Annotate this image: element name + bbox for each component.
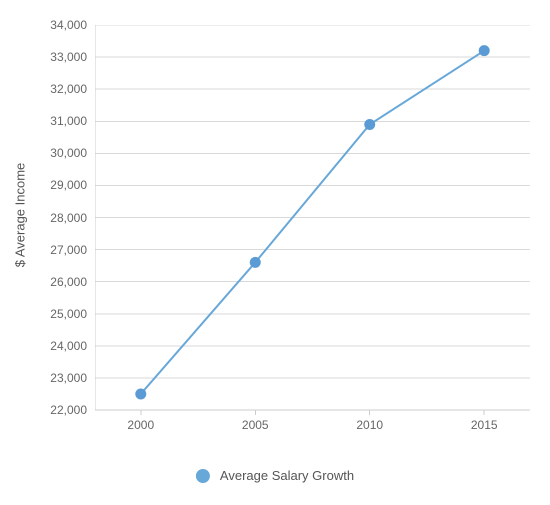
y-tick-label: 26,000: [27, 275, 87, 289]
x-tick-label: 2010: [356, 418, 383, 432]
y-tick-label: 24,000: [27, 339, 87, 353]
x-tick-label: 2000: [127, 418, 154, 432]
y-tick-label: 22,000: [27, 403, 87, 417]
data-point: [250, 257, 260, 267]
x-tick-label: 2005: [242, 418, 269, 432]
y-tick-label: 30,000: [27, 146, 87, 160]
y-tick-label: 34,000: [27, 18, 87, 32]
y-axis-label: $ Average Income: [13, 163, 28, 268]
data-line: [141, 51, 484, 394]
data-point: [479, 46, 489, 56]
y-tick-label: 31,000: [27, 114, 87, 128]
y-tick-label: 27,000: [27, 243, 87, 257]
data-point: [136, 389, 146, 399]
legend-label: Average Salary Growth: [220, 468, 354, 483]
data-point: [365, 119, 375, 129]
legend: Average Salary Growth: [196, 468, 354, 483]
y-tick-label: 33,000: [27, 50, 87, 64]
y-tick-label: 23,000: [27, 371, 87, 385]
plot-area: [95, 25, 532, 418]
y-tick-label: 29,000: [27, 178, 87, 192]
x-tick-label: 2015: [471, 418, 498, 432]
y-tick-label: 25,000: [27, 307, 87, 321]
y-tick-label: 32,000: [27, 82, 87, 96]
y-tick-label: 28,000: [27, 211, 87, 225]
legend-marker-icon: [196, 469, 210, 483]
line-chart: $ Average Income 22,000 23,000 24,000 25,00…: [0, 0, 550, 505]
